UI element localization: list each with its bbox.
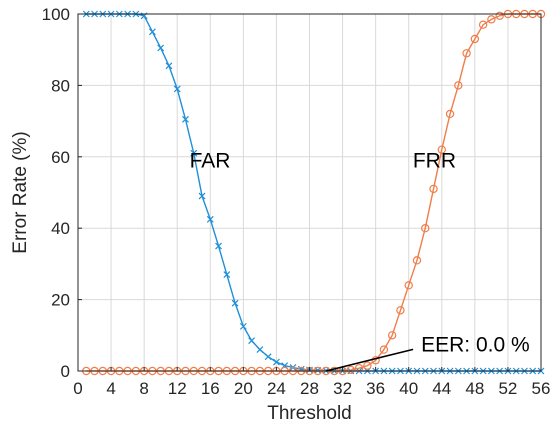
- y-tick-label: 40: [51, 219, 70, 238]
- x-tick-label: 36: [366, 379, 385, 398]
- frr-point: [495, 11, 504, 20]
- far-point: [248, 337, 256, 345]
- frr-point: [379, 345, 389, 354]
- x-axis-label: Threshold: [267, 403, 352, 424]
- far-point: [256, 346, 264, 354]
- x-tick-label: 28: [300, 379, 319, 398]
- y-tick-label: 20: [51, 291, 70, 310]
- far-line: [86, 13, 541, 372]
- frr-point: [404, 281, 413, 290]
- frr-point: [354, 363, 364, 373]
- x-tick-label: 0: [73, 379, 82, 398]
- frr-point: [437, 145, 446, 154]
- x-tick-label: 4: [106, 379, 115, 398]
- frr-point: [445, 109, 455, 119]
- frr-point: [429, 184, 438, 194]
- y-tick-label: 100: [42, 5, 70, 24]
- x-tick-label: 40: [399, 379, 418, 398]
- far-point: [182, 115, 189, 123]
- far-point: [264, 353, 272, 361]
- x-tick-label: 16: [201, 379, 220, 398]
- frr-point: [462, 49, 471, 58]
- eer-annotation: EER: 0.0 %: [421, 333, 530, 356]
- far-point: [215, 242, 222, 250]
- x-tick-label: 48: [465, 379, 484, 398]
- frr-point: [387, 331, 397, 340]
- frr-point: [478, 20, 488, 29]
- frr-point: [470, 34, 480, 44]
- far-point: [157, 44, 165, 52]
- far-point: [173, 85, 181, 93]
- far-point: [223, 271, 231, 279]
- frr-point: [346, 365, 356, 375]
- grid: [77, 13, 542, 372]
- x-tick-label: 12: [168, 379, 187, 398]
- far-point: [273, 358, 280, 366]
- y-axis-label: Error Rate (%): [10, 131, 31, 253]
- x-tick-label: 24: [267, 379, 286, 398]
- frr-point: [454, 81, 463, 90]
- y-tick-label: 80: [51, 76, 70, 95]
- frr-line: [86, 13, 541, 372]
- x-tick-label: 44: [432, 379, 451, 398]
- eer-pointer-line: [325, 348, 414, 372]
- frr-point: [421, 223, 430, 233]
- far-point: [165, 62, 173, 70]
- frr-point: [396, 306, 405, 315]
- far-point: [190, 149, 198, 157]
- far-point: [198, 192, 206, 200]
- far-annotation: FAR: [190, 150, 231, 173]
- frr-point: [487, 15, 496, 24]
- far-point: [148, 28, 156, 36]
- frr-annotation: FRR: [413, 150, 456, 173]
- x-tick-label: 32: [333, 379, 352, 398]
- y-tick-label: 60: [51, 148, 70, 167]
- far-point: [231, 299, 239, 307]
- frr-point: [412, 256, 422, 265]
- x-tick-label: 8: [139, 379, 148, 398]
- frr-point: [363, 361, 372, 370]
- x-tick-label: 52: [498, 379, 517, 398]
- far-point: [239, 322, 247, 330]
- x-tick-label: 20: [234, 379, 253, 398]
- y-tick-label: 0: [61, 362, 70, 381]
- far-point: [206, 215, 214, 223]
- x-tick-label: 56: [532, 379, 550, 398]
